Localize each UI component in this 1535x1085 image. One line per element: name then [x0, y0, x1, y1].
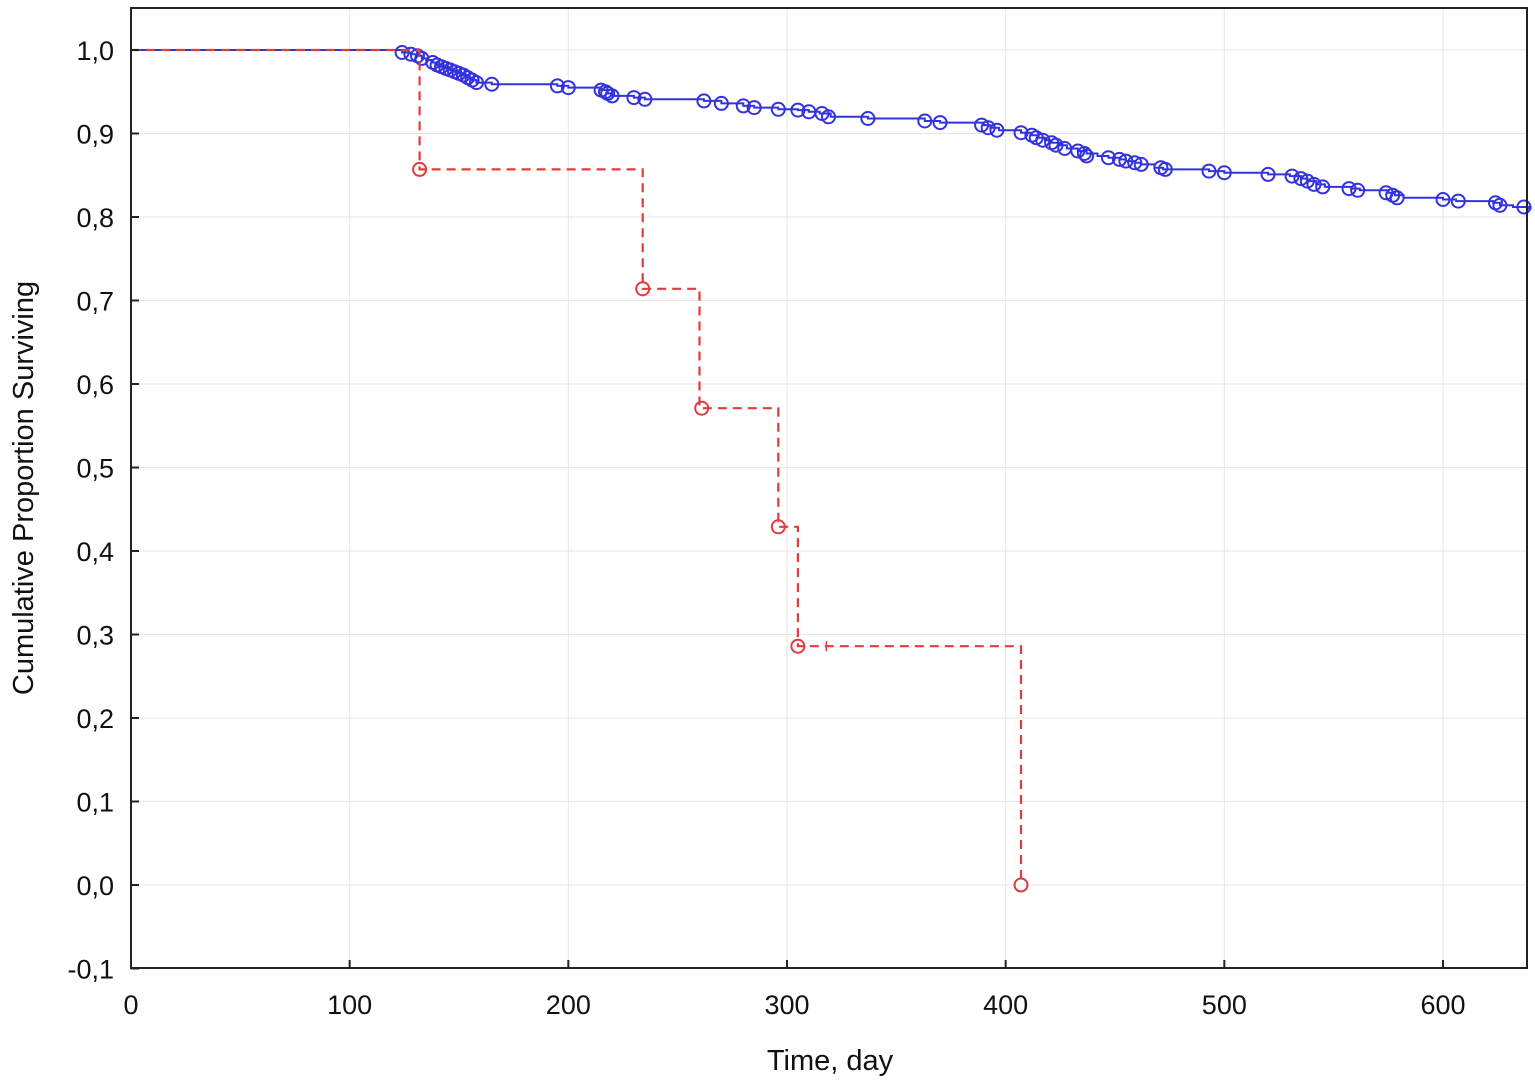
series-1-point — [1048, 137, 1064, 153]
series-1-point — [1133, 156, 1149, 172]
series-1-point — [549, 78, 565, 94]
series-1-point — [1216, 165, 1232, 181]
y-tick-label: -0,1 — [67, 955, 114, 985]
series-1-point — [1100, 150, 1116, 166]
x-tick-label: 200 — [546, 990, 591, 1020]
plot-frame — [130, 7, 1528, 969]
y-tick-label: 0,3 — [76, 621, 114, 651]
series-1-point — [917, 113, 933, 129]
y-tick-label: 0,2 — [76, 704, 114, 734]
series-1-point — [626, 90, 642, 106]
y-tick-label: 0,4 — [76, 537, 114, 567]
series-1-point — [1492, 197, 1508, 213]
y-tick-label: 1,0 — [76, 36, 114, 66]
series-1-point — [1260, 166, 1276, 182]
series-1-point — [746, 100, 762, 116]
series-1-point — [980, 120, 996, 136]
x-tick-label: 0 — [123, 990, 138, 1020]
series-1-point — [821, 109, 836, 125]
series-1-point — [1435, 192, 1451, 207]
y-tick-label: 0,1 — [76, 788, 114, 818]
series-1-point — [1118, 153, 1134, 169]
series-1-point — [1070, 143, 1086, 159]
series-1-point — [860, 111, 876, 126]
series-1-point — [1284, 168, 1300, 184]
series-1-point — [932, 115, 948, 131]
series-2-point — [790, 638, 806, 654]
series-1-point — [735, 98, 751, 114]
y-tick-label: 0,5 — [76, 454, 114, 484]
series-1-point — [713, 95, 729, 111]
series-2-point — [412, 161, 428, 177]
y-tick-label: 0,0 — [76, 871, 114, 901]
x-axis-title: Time, day — [767, 1045, 894, 1077]
series-1-point — [1201, 163, 1217, 179]
series-1-point — [790, 102, 806, 118]
series-2-line — [131, 48, 1023, 885]
series-layer — [131, 45, 1532, 893]
y-tick-label: 0,7 — [76, 287, 114, 317]
series-1-point — [1315, 179, 1331, 195]
series-1-point — [989, 122, 1005, 138]
series-1-point — [1293, 171, 1309, 187]
x-tick-label: 500 — [1202, 990, 1247, 1020]
series-1-point — [1306, 176, 1322, 192]
y-axis-title: Cumulative Proportion Surviving — [8, 281, 40, 695]
series-1-point — [469, 75, 484, 91]
series-1-point — [1450, 193, 1466, 209]
y-tick-label: 0,8 — [76, 203, 114, 233]
series-1-point — [1076, 146, 1092, 161]
series-1-point — [1013, 125, 1029, 141]
series-1-point — [560, 80, 576, 96]
series-1-point — [1341, 181, 1357, 197]
series-1-point — [1127, 155, 1143, 171]
series-1-point — [1350, 182, 1366, 198]
series-2-point — [770, 519, 786, 535]
series-2-point — [1013, 877, 1029, 893]
series-1-point — [637, 91, 653, 107]
series-1-point — [604, 88, 620, 104]
series-1-point — [1157, 161, 1173, 177]
series-1-point — [770, 101, 786, 117]
series-1-point — [1111, 151, 1127, 167]
y-tick-label: 0,6 — [76, 370, 114, 400]
y-tick-label: 0,9 — [76, 120, 114, 150]
series-1-point — [1389, 190, 1405, 206]
ticks-layer: 0 100 200 300 400 500 600 -0,1 0,0 0,1 0,2 0,3 0,4 0,… — [67, 36, 1465, 1020]
series-1-point — [484, 76, 500, 92]
series-1-point — [1079, 148, 1095, 164]
series-1 — [131, 45, 1532, 215]
series-2-point — [635, 281, 651, 297]
x-tick-label: 100 — [327, 990, 372, 1020]
x-tick-label: 600 — [1420, 990, 1465, 1020]
series-1-point — [974, 117, 990, 133]
grid-layer — [131, 8, 1527, 968]
series-1-point — [394, 45, 410, 60]
series-2-point — [694, 400, 710, 416]
x-tick-label: 300 — [764, 990, 809, 1020]
series-1-point — [1035, 132, 1051, 148]
x-tick-label: 400 — [983, 990, 1028, 1020]
series-1-point — [1516, 199, 1532, 215]
series-2 — [131, 48, 1029, 893]
series-1-point — [696, 93, 712, 109]
series-1-point — [1028, 130, 1044, 146]
